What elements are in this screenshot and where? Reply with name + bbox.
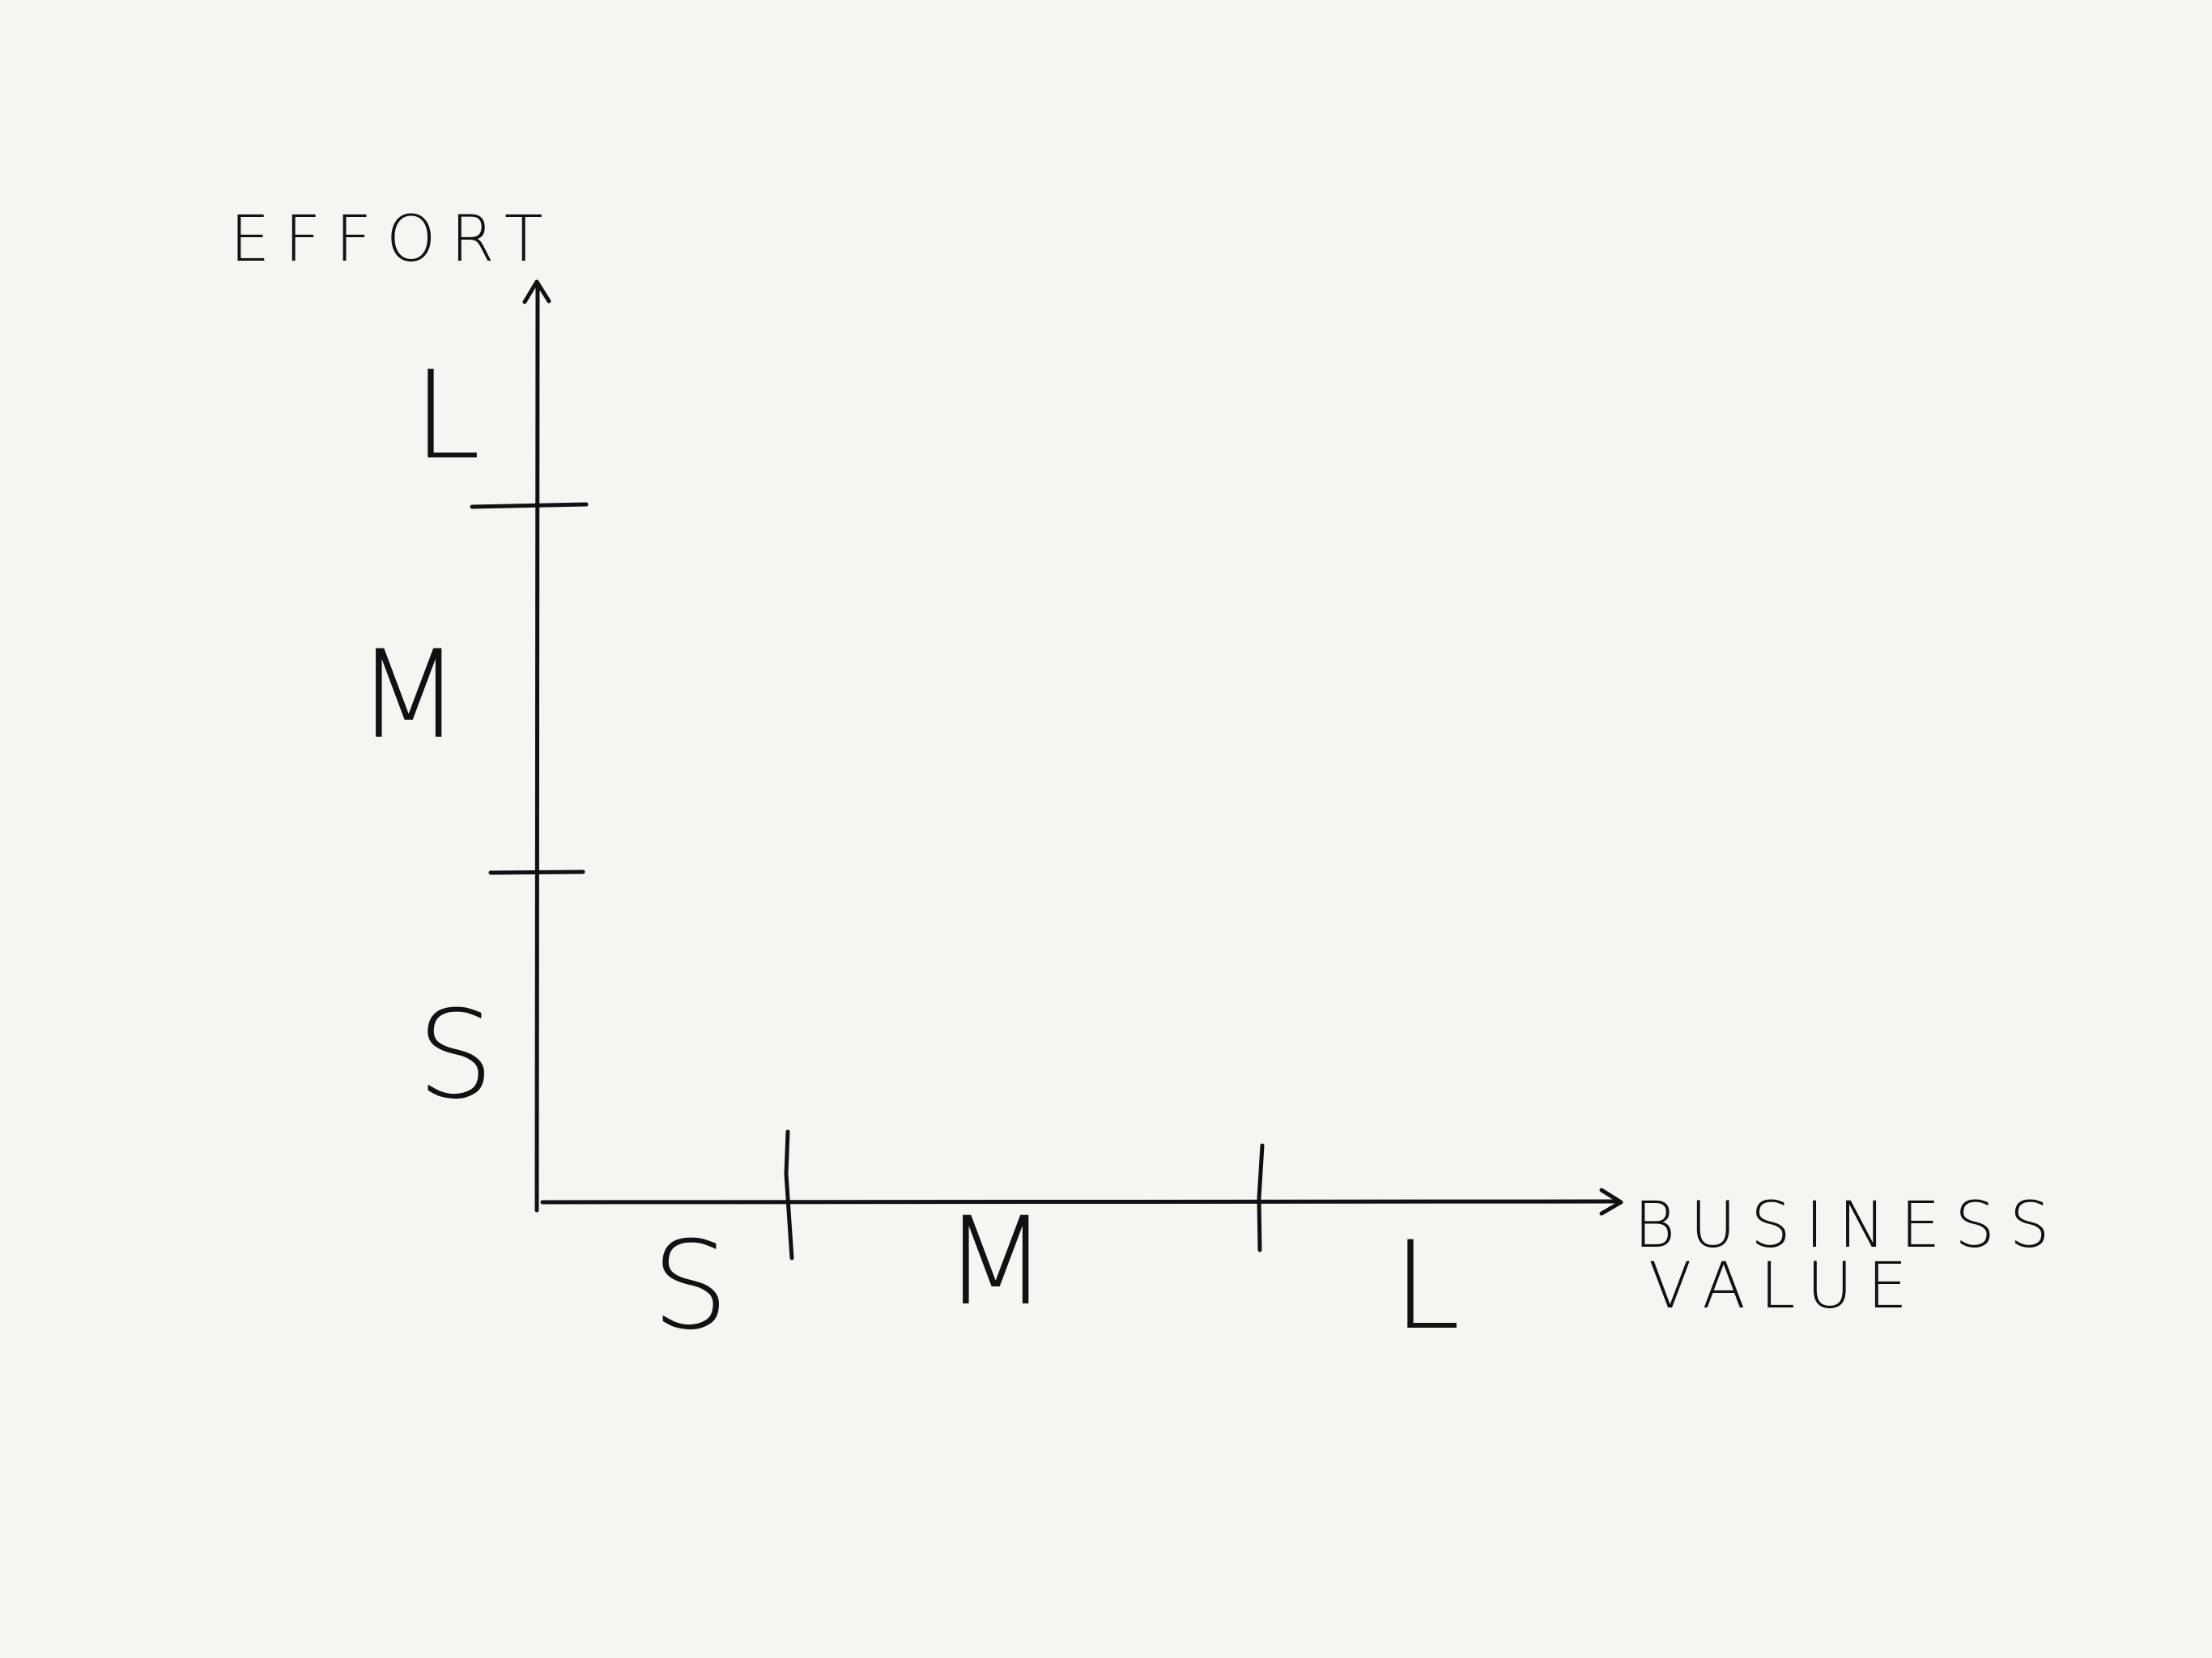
y-axis-line bbox=[534, 281, 540, 1213]
y-band-label-l: L bbox=[413, 346, 481, 487]
x-axis-title-line2: VALUE bbox=[1648, 1250, 1922, 1323]
x-axis-title-line1: BUSINESS bbox=[1634, 1189, 2064, 1262]
x-axis-arrowhead bbox=[1599, 1188, 1623, 1216]
y-band-label-s: S bbox=[417, 985, 494, 1126]
x-axis-tick-left bbox=[784, 1129, 794, 1261]
x-band-label-l: L bbox=[1393, 1216, 1461, 1357]
x-axis-line bbox=[540, 1199, 1618, 1205]
y-axis-arrowhead bbox=[522, 279, 551, 304]
x-axis-tick-right bbox=[1257, 1143, 1265, 1252]
x-band-label-s: S bbox=[652, 1216, 729, 1357]
y-axis-tick-upper bbox=[470, 502, 589, 509]
y-axis-tick-lower bbox=[488, 869, 585, 875]
x-band-label-m: M bbox=[943, 1192, 1048, 1333]
y-axis-title: EFFORT bbox=[230, 203, 558, 276]
y-band-label-m: M bbox=[356, 625, 461, 766]
